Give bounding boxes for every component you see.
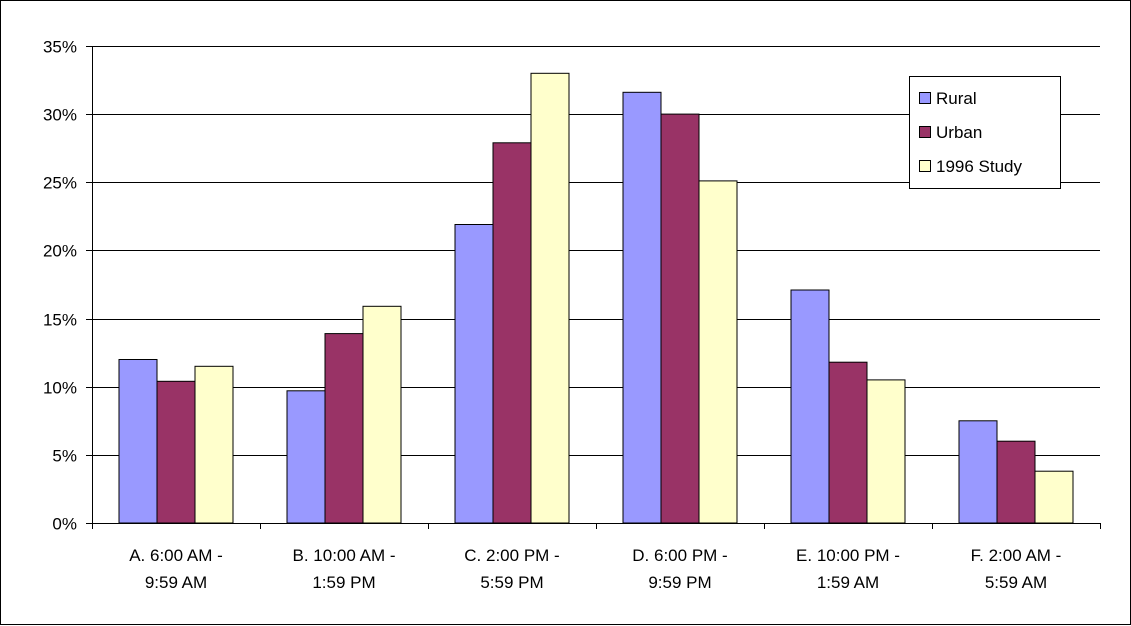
bar-urban	[828, 361, 868, 524]
x-tick-label: C. 2:00 PM -5:59 PM	[464, 546, 559, 592]
y-tick-label: 30%	[43, 106, 77, 125]
legend-swatch	[919, 126, 931, 138]
legend-label: Rural	[936, 89, 977, 108]
x-tick-label: B. 10:00 AM -1:59 PM	[293, 546, 396, 592]
bar-rural	[790, 289, 830, 524]
y-tick-label: 10%	[43, 379, 77, 398]
legend-label: 1996 Study	[936, 157, 1023, 176]
legend-label: Urban	[936, 123, 982, 142]
bar-1996-study	[194, 365, 234, 524]
bar-urban	[156, 380, 196, 524]
bar-1996-study	[866, 379, 906, 524]
y-tick-labels: 0% 5% 10% 15% 20% 25% 30% 35%	[43, 38, 77, 534]
bar-1996-study	[1034, 470, 1074, 524]
x-tick-label: E. 10:00 PM -1:59 AM	[796, 546, 900, 592]
bar-urban	[324, 333, 364, 524]
bar-urban	[996, 440, 1036, 524]
x-tick-label: A. 6:00 AM -9:59 AM	[129, 546, 223, 592]
bar-urban	[492, 142, 532, 524]
y-tick-label: 35%	[43, 38, 77, 57]
bar-rural	[454, 224, 494, 524]
bar-1996-study	[362, 305, 402, 524]
bar-rural	[622, 91, 662, 524]
bar-1996-study	[698, 180, 738, 524]
y-tick-label: 15%	[43, 311, 77, 330]
legend-swatch	[919, 92, 931, 104]
bar-1996-study	[530, 72, 570, 524]
bar-rural	[958, 420, 998, 524]
y-tick-label: 20%	[43, 242, 77, 261]
legend: Rural Urban 1996 Study	[909, 76, 1061, 189]
x-tick-label: F. 2:00 AM -5:59 AM	[971, 546, 1062, 592]
gridlines	[92, 46, 1100, 456]
x-tick-labels: A. 6:00 AM -9:59 AM B. 10:00 AM -1:59 PM C…	[129, 546, 1061, 592]
legend-swatch	[919, 160, 931, 172]
y-tick-label: 25%	[43, 174, 77, 193]
y-tick-label: 0%	[52, 515, 77, 534]
legend-box	[909, 76, 1061, 189]
y-tick-label: 5%	[52, 447, 77, 466]
x-tick-label: D. 6:00 PM -9:59 PM	[632, 546, 727, 592]
bar-urban	[660, 113, 700, 524]
bars	[118, 72, 1074, 524]
bar-rural	[286, 390, 326, 524]
axes	[86, 46, 1101, 529]
bar-rural	[118, 359, 158, 524]
